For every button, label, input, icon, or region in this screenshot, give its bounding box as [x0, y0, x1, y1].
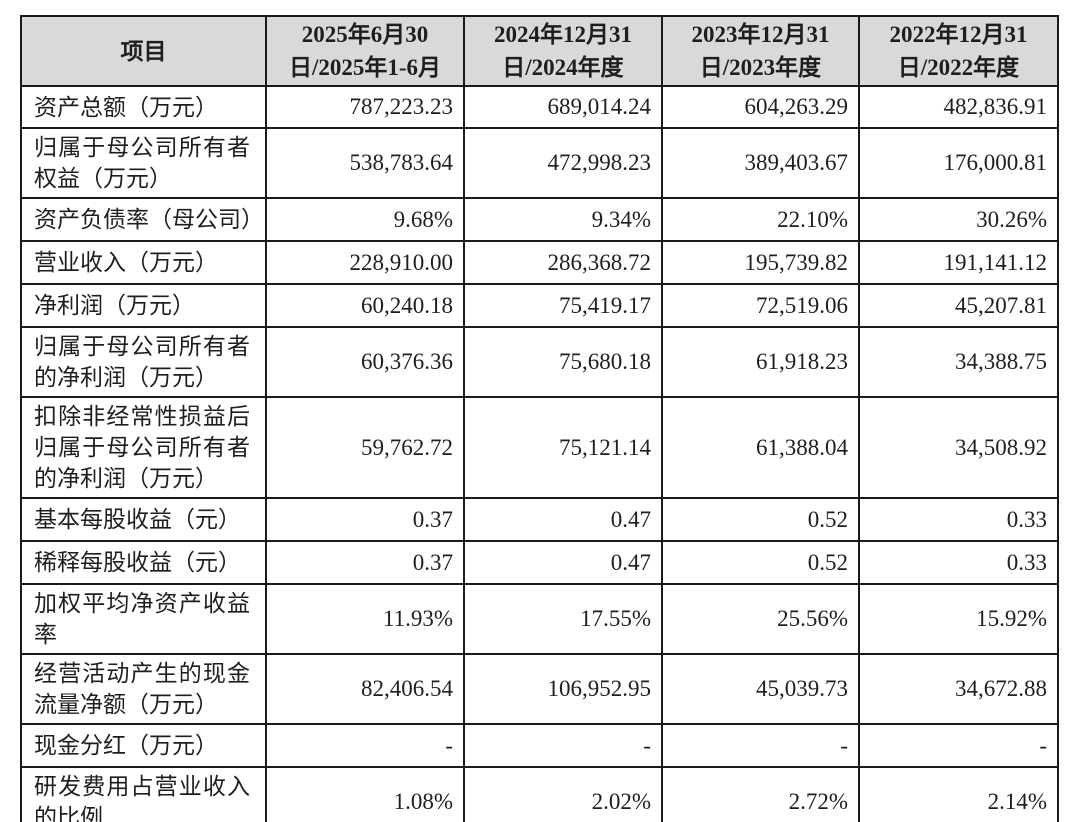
table-row: 现金分红（万元） - - - -: [20, 723, 1059, 768]
cell-value: 2.72%: [661, 766, 860, 822]
cell-value: 0.47: [463, 497, 663, 542]
cell-value: 2.14%: [858, 766, 1059, 822]
cell-value: 538,783.64: [265, 127, 465, 199]
header-line: 2023年12月31: [691, 22, 830, 47]
cell-value: 0.52: [661, 497, 860, 542]
cell-value: 25.56%: [661, 583, 860, 655]
cell-value: 604,263.29: [661, 85, 860, 129]
row-label: 基本每股收益（元）: [20, 497, 267, 542]
cell-value: -: [858, 723, 1059, 768]
cell-value: 0.33: [858, 497, 1059, 542]
cell-value: 11.93%: [265, 583, 465, 655]
row-label: 稀释每股收益（元）: [20, 540, 267, 585]
cell-value: 61,388.04: [661, 396, 860, 499]
cell-value: 191,141.12: [858, 240, 1059, 285]
row-label: 经营活动产生的现金流量净额（万元）: [20, 653, 267, 725]
row-label: 营业收入（万元）: [20, 240, 267, 285]
cell-value: 15.92%: [858, 583, 1059, 655]
financial-summary-table-wrap: 项目 2025年6月30 日/2025年1-6月 2024年12月31 日/20…: [20, 15, 1059, 822]
cell-value: 0.52: [661, 540, 860, 585]
cell-value: 389,403.67: [661, 127, 860, 199]
cell-value: 34,672.88: [858, 653, 1059, 725]
cell-value: 82,406.54: [265, 653, 465, 725]
cell-value: 45,207.81: [858, 283, 1059, 328]
row-label: 资产负债率（母公司）: [20, 197, 267, 242]
cell-value: 75,680.18: [463, 326, 663, 398]
cell-value: 61,918.23: [661, 326, 860, 398]
cell-value: 286,368.72: [463, 240, 663, 285]
cell-value: 0.37: [265, 540, 465, 585]
table-row: 扣除非经常性损益后归属于母公司所有者的净利润（万元） 59,762.72 75,…: [20, 396, 1059, 499]
row-label: 现金分红（万元）: [20, 723, 267, 768]
header-row: 项目 2025年6月30 日/2025年1-6月 2024年12月31 日/20…: [20, 15, 1059, 87]
cell-value: 60,376.36: [265, 326, 465, 398]
row-label: 归属于母公司所有者的净利润（万元）: [20, 326, 267, 398]
row-label: 加权平均净资产收益率: [20, 583, 267, 655]
row-label: 扣除非经常性损益后归属于母公司所有者的净利润（万元）: [20, 396, 267, 499]
cell-value: 60,240.18: [265, 283, 465, 328]
row-label: 净利润（万元）: [20, 283, 267, 328]
cell-value: 30.26%: [858, 197, 1059, 242]
cell-value: 472,998.23: [463, 127, 663, 199]
header-line: 日/2023年度: [699, 55, 822, 80]
cell-value: -: [265, 723, 465, 768]
table-row: 资产总额（万元） 787,223.23 689,014.24 604,263.2…: [20, 85, 1059, 129]
row-label: 研发费用占营业收入的比例: [20, 766, 267, 822]
cell-value: -: [463, 723, 663, 768]
cell-value: 689,014.24: [463, 85, 663, 129]
table-row: 营业收入（万元） 228,910.00 286,368.72 195,739.8…: [20, 240, 1059, 285]
table-row: 加权平均净资产收益率 11.93% 17.55% 25.56% 15.92%: [20, 583, 1059, 655]
column-header-2022: 2022年12月31 日/2022年度: [858, 15, 1059, 87]
header-line: 日/2024年度: [502, 55, 624, 80]
cell-value: 1.08%: [265, 766, 465, 822]
header-line: 日/2022年度: [897, 55, 1020, 80]
column-header-2025: 2025年6月30 日/2025年1-6月: [265, 15, 465, 87]
cell-value: 0.47: [463, 540, 663, 585]
table-row: 稀释每股收益（元） 0.37 0.47 0.52 0.33: [20, 540, 1059, 585]
table-row: 净利润（万元） 60,240.18 75,419.17 72,519.06 45…: [20, 283, 1059, 328]
financial-summary-table: 项目 2025年6月30 日/2025年1-6月 2024年12月31 日/20…: [20, 15, 1059, 822]
table-row: 经营活动产生的现金流量净额（万元） 82,406.54 106,952.95 4…: [20, 653, 1059, 725]
table-row: 归属于母公司所有者权益（万元） 538,783.64 472,998.23 38…: [20, 127, 1059, 199]
cell-value: 228,910.00: [265, 240, 465, 285]
cell-value: 34,388.75: [858, 326, 1059, 398]
cell-value: 195,739.82: [661, 240, 860, 285]
cell-value: 176,000.81: [858, 127, 1059, 199]
cell-value: 0.33: [858, 540, 1059, 585]
cell-value: 72,519.06: [661, 283, 860, 328]
header-line: 2022年12月31: [889, 22, 1028, 47]
row-label: 归属于母公司所有者权益（万元）: [20, 127, 267, 199]
header-line: 日/2025年1-6月: [288, 55, 442, 80]
cell-value: 9.34%: [463, 197, 663, 242]
cell-value: 9.68%: [265, 197, 465, 242]
cell-value: 75,121.14: [463, 396, 663, 499]
table-row: 资产负债率（母公司） 9.68% 9.34% 22.10% 30.26%: [20, 197, 1059, 242]
cell-value: 0.37: [265, 497, 465, 542]
cell-value: 75,419.17: [463, 283, 663, 328]
header-line: 2024年12月31: [494, 22, 632, 47]
column-header-item: 项目: [20, 15, 267, 87]
column-header-2024: 2024年12月31 日/2024年度: [463, 15, 663, 87]
cell-value: 45,039.73: [661, 653, 860, 725]
cell-value: 34,508.92: [858, 396, 1059, 499]
column-header-2023: 2023年12月31 日/2023年度: [661, 15, 860, 87]
table-row: 研发费用占营业收入的比例 1.08% 2.02% 2.72% 2.14%: [20, 766, 1059, 822]
cell-value: 2.02%: [463, 766, 663, 822]
cell-value: -: [661, 723, 860, 768]
cell-value: 59,762.72: [265, 396, 465, 499]
table-row: 归属于母公司所有者的净利润（万元） 60,376.36 75,680.18 61…: [20, 326, 1059, 398]
header-line: 2025年6月30: [301, 22, 429, 47]
table-row: 基本每股收益（元） 0.37 0.47 0.52 0.33: [20, 497, 1059, 542]
cell-value: 17.55%: [463, 583, 663, 655]
cell-value: 787,223.23: [265, 85, 465, 129]
cell-value: 106,952.95: [463, 653, 663, 725]
header-line: 项目: [120, 38, 167, 64]
cell-value: 22.10%: [661, 197, 860, 242]
row-label: 资产总额（万元）: [20, 85, 267, 129]
cell-value: 482,836.91: [858, 85, 1059, 129]
